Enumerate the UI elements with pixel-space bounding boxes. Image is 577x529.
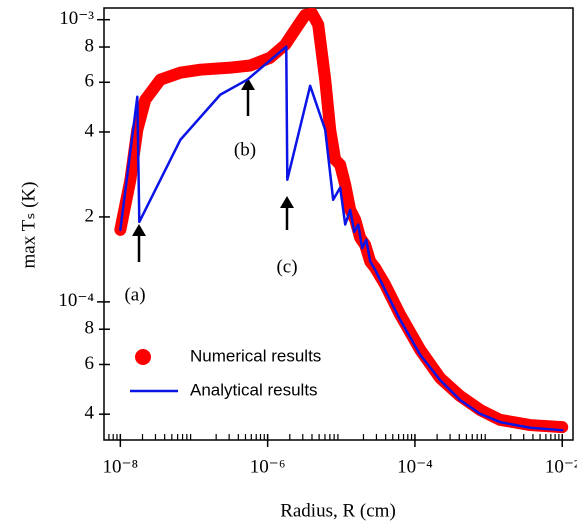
legend-label: Numerical results (190, 346, 321, 365)
analytical-curve (119, 45, 564, 432)
y-axis-label: max Tₛ (K) (18, 182, 39, 269)
x-tick-label: 10⁻⁶ (250, 456, 286, 477)
annotation: (c) (276, 256, 297, 277)
y-tick-label: 6 (85, 71, 95, 92)
y-tick-label: 2 (85, 205, 95, 226)
y-tick-label: 4 (85, 120, 95, 141)
y-tick-label: 10⁻⁴ (58, 290, 94, 311)
x-tick-label: 10⁻⁸ (103, 456, 139, 477)
y-tick-label: 10⁻³ (59, 8, 94, 29)
x-tick-label: 10⁻⁴ (397, 456, 433, 477)
arrowhead-c (280, 196, 294, 208)
y-tick-label: 8 (85, 35, 95, 56)
annotation: (b) (234, 139, 256, 160)
arrowhead-a (132, 224, 146, 236)
arrows (132, 78, 294, 262)
y-tick-label: 4 (85, 403, 95, 424)
annotation: (a) (124, 284, 145, 305)
arrowhead-b (241, 78, 255, 90)
y-tick-label: 6 (85, 353, 95, 374)
x-tick-label: 10⁻² (545, 456, 577, 477)
legend-marker (135, 349, 151, 365)
y-tick-label: 8 (85, 318, 95, 339)
numerical-curve (114, 8, 569, 434)
legend-label: Analytical results (190, 380, 318, 399)
x-axis-label: Radius, R (cm) (280, 500, 396, 521)
